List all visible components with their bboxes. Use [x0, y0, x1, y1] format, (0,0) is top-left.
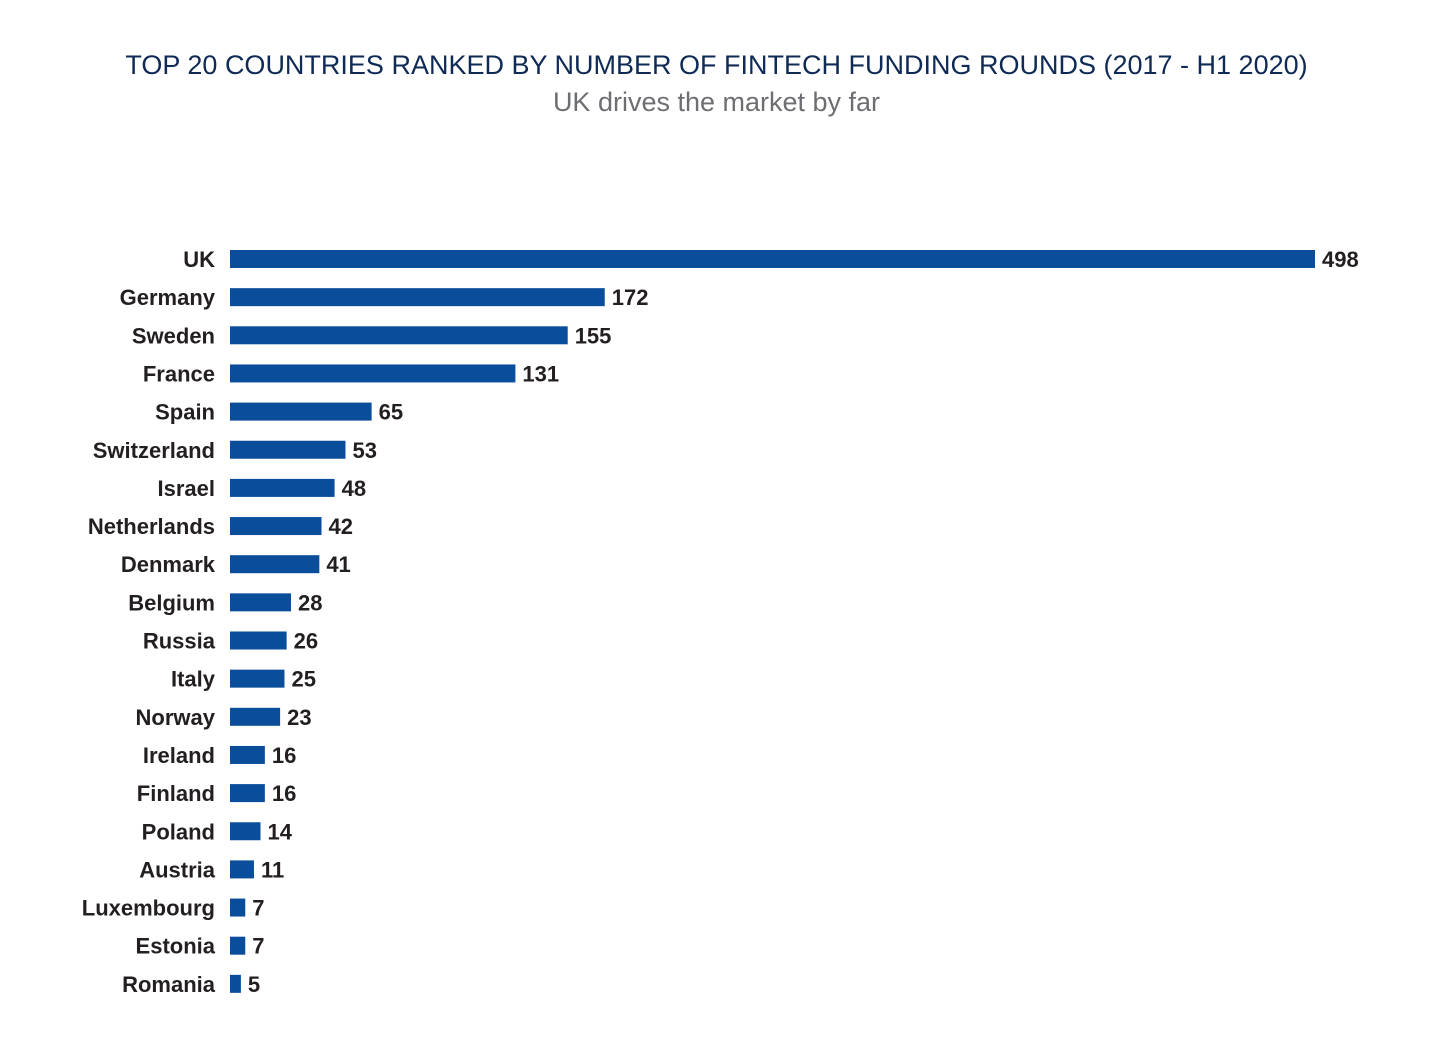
value-label: 23 [287, 705, 311, 730]
bar [230, 478, 335, 497]
value-label: 11 [261, 857, 284, 882]
category-label: Luxembourg [82, 896, 215, 921]
category-label: UK [183, 247, 215, 272]
bar [230, 822, 261, 841]
value-label: 155 [575, 323, 612, 348]
category-label: Norway [136, 705, 216, 730]
category-label: Israel [158, 476, 216, 501]
category-label: Poland [142, 819, 215, 844]
value-label: 5 [248, 972, 260, 997]
bar [230, 974, 241, 993]
value-label: 53 [352, 438, 376, 463]
bar [230, 669, 285, 688]
value-label: 172 [612, 285, 649, 310]
value-label: 7 [252, 934, 264, 959]
value-label: 42 [329, 514, 353, 539]
value-label: 131 [522, 361, 559, 386]
category-label: Ireland [143, 743, 215, 768]
category-label: Switzerland [93, 438, 215, 463]
category-label: Denmark [121, 552, 216, 577]
bar [230, 898, 246, 917]
category-label: Germany [120, 285, 216, 310]
category-label: France [143, 361, 215, 386]
bar [230, 555, 320, 574]
value-label: 14 [268, 819, 293, 844]
bar [230, 288, 605, 307]
category-label: Netherlands [88, 514, 215, 539]
value-label: 25 [291, 667, 315, 692]
value-label: 48 [342, 476, 366, 501]
chart-subtitle: UK drives the market by far [552, 87, 881, 117]
value-label: 65 [379, 400, 403, 425]
value-label: 7 [252, 896, 264, 921]
value-label: 498 [1322, 247, 1359, 272]
category-label: Finland [137, 781, 215, 806]
value-label: 28 [298, 590, 322, 615]
bar [230, 860, 254, 879]
bar [230, 250, 1315, 268]
bar [230, 326, 568, 345]
category-label: Russia [143, 629, 216, 654]
value-label: 16 [272, 781, 296, 806]
bar [230, 593, 292, 612]
category-label: Romania [122, 972, 216, 997]
category-label: Estonia [136, 934, 216, 959]
value-label: 41 [326, 552, 350, 577]
bar [230, 745, 265, 764]
category-label: Austria [139, 857, 216, 882]
chart-title: TOP 20 COUNTRIES RANKED BY NUMBER OF FIN… [125, 50, 1308, 80]
bar [230, 707, 281, 726]
category-label: Belgium [128, 590, 215, 615]
bar [230, 402, 372, 421]
bar [230, 440, 346, 459]
bar [230, 784, 265, 803]
bar [230, 631, 287, 650]
bar [230, 936, 246, 955]
value-label: 26 [294, 629, 318, 654]
category-label: Italy [171, 667, 216, 692]
bar [230, 517, 322, 536]
value-label: 16 [272, 743, 296, 768]
category-label: Sweden [132, 323, 215, 348]
category-label: Spain [155, 400, 215, 425]
bar [230, 364, 516, 383]
